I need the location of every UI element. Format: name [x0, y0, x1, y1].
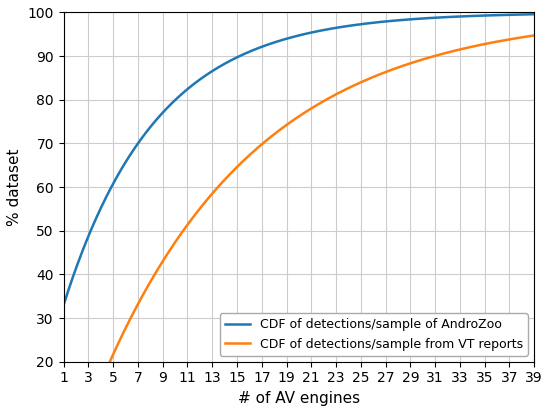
CDF of detections/sample of AndroZoo: [531, 12, 537, 17]
CDF of detections/sample of AndroZoo: [251, 47, 257, 52]
CDF of detections/sample from VT reports: [436, 52, 442, 57]
CDF of detections/sample of AndroZoo: [268, 41, 274, 46]
Y-axis label: % dataset: % dataset: [7, 148, 22, 226]
Legend: CDF of detections/sample of AndroZoo, CDF of detections/sample from VT reports: CDF of detections/sample of AndroZoo, CD…: [220, 313, 528, 356]
CDF of detections/sample from VT reports: [251, 149, 257, 154]
CDF of detections/sample of AndroZoo: [427, 16, 434, 21]
X-axis label: # of AV engines: # of AV engines: [238, 391, 360, 406]
Line: CDF of detections/sample of AndroZoo: CDF of detections/sample of AndroZoo: [64, 14, 534, 305]
CDF of detections/sample from VT reports: [108, 355, 115, 360]
CDF of detections/sample of AndroZoo: [383, 19, 390, 24]
CDF of detections/sample of AndroZoo: [436, 15, 442, 20]
CDF of detections/sample from VT reports: [383, 69, 390, 74]
CDF of detections/sample of AndroZoo: [60, 303, 67, 308]
CDF of detections/sample from VT reports: [427, 55, 434, 59]
CDF of detections/sample from VT reports: [268, 134, 274, 139]
Line: CDF of detections/sample from VT reports: CDF of detections/sample from VT reports: [64, 36, 534, 413]
CDF of detections/sample from VT reports: [531, 33, 537, 38]
CDF of detections/sample of AndroZoo: [108, 184, 115, 189]
